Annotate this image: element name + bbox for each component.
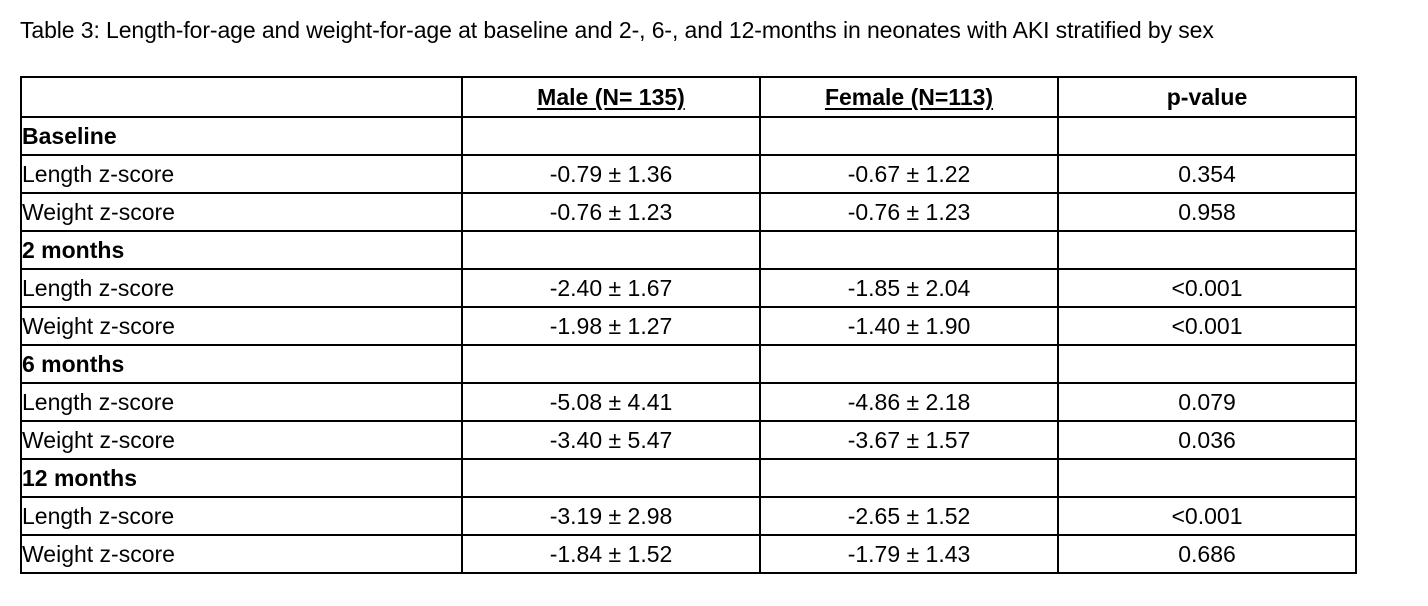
female-value: -3.67 ± 1.57 [759, 420, 1059, 460]
table-caption: Table 3: Length-for-age and weight-for-a… [20, 17, 1214, 43]
table-row: Weight z-score -1.98 ± 1.27 -1.40 ± 1.90… [20, 306, 1357, 346]
row-label: Weight z-score [20, 192, 463, 232]
empty-cell [461, 344, 761, 384]
female-value: -0.76 ± 1.23 [759, 192, 1059, 232]
female-value: -2.65 ± 1.52 [759, 496, 1059, 536]
header-empty-cell [20, 76, 463, 118]
empty-cell [461, 458, 761, 498]
p-value: 0.958 [1057, 192, 1357, 232]
empty-cell [759, 116, 1059, 156]
table-row: Weight z-score -3.40 ± 5.47 -3.67 ± 1.57… [20, 420, 1357, 460]
female-value: -1.79 ± 1.43 [759, 534, 1059, 574]
p-value: <0.001 [1057, 268, 1357, 308]
header-p-value: p-value [1057, 76, 1357, 118]
row-label: Weight z-score [20, 420, 463, 460]
table-row: Length z-score -2.40 ± 1.67 -1.85 ± 2.04… [20, 268, 1357, 308]
male-value: -2.40 ± 1.67 [461, 268, 761, 308]
empty-cell [759, 230, 1059, 270]
table-row: Length z-score -0.79 ± 1.36 -0.67 ± 1.22… [20, 154, 1357, 194]
section-row-6-months: 6 months [20, 344, 1357, 384]
section-title: 2 months [20, 230, 463, 270]
male-value: -3.40 ± 5.47 [461, 420, 761, 460]
empty-cell [1057, 116, 1357, 156]
female-value: -1.85 ± 2.04 [759, 268, 1059, 308]
table-row: Weight z-score -0.76 ± 1.23 -0.76 ± 1.23… [20, 192, 1357, 232]
p-value: <0.001 [1057, 306, 1357, 346]
male-value: -1.98 ± 1.27 [461, 306, 761, 346]
male-value: -0.76 ± 1.23 [461, 192, 761, 232]
row-label: Length z-score [20, 496, 463, 536]
row-label: Length z-score [20, 382, 463, 422]
p-value: <0.001 [1057, 496, 1357, 536]
p-value: 0.079 [1057, 382, 1357, 422]
p-value: 0.354 [1057, 154, 1357, 194]
header-male: Male (N= 135) [461, 76, 761, 118]
empty-cell [759, 344, 1059, 384]
female-value: -4.86 ± 2.18 [759, 382, 1059, 422]
empty-cell [1057, 230, 1357, 270]
header-male-text: Male (N= 135) [537, 84, 685, 110]
table-row: Length z-score -3.19 ± 2.98 -2.65 ± 1.52… [20, 496, 1357, 536]
empty-cell [759, 458, 1059, 498]
header-female: Female (N=113) [759, 76, 1059, 118]
row-label: Weight z-score [20, 534, 463, 574]
section-row-baseline: Baseline [20, 116, 1357, 156]
table-row: Weight z-score -1.84 ± 1.52 -1.79 ± 1.43… [20, 534, 1357, 574]
section-title: Baseline [20, 116, 463, 156]
results-table: Male (N= 135) Female (N=113) p-value Bas… [20, 76, 1357, 574]
p-value: 0.686 [1057, 534, 1357, 574]
female-value: -0.67 ± 1.22 [759, 154, 1059, 194]
empty-cell [1057, 458, 1357, 498]
section-title: 6 months [20, 344, 463, 384]
header-female-text: Female (N=113) [824, 84, 994, 110]
section-row-12-months: 12 months [20, 458, 1357, 498]
section-title: 12 months [20, 458, 463, 498]
table-header-row: Male (N= 135) Female (N=113) p-value [20, 76, 1357, 118]
row-label: Length z-score [20, 268, 463, 308]
table-row: Length z-score -5.08 ± 4.41 -4.86 ± 2.18… [20, 382, 1357, 422]
male-value: -1.84 ± 1.52 [461, 534, 761, 574]
female-value: -1.40 ± 1.90 [759, 306, 1059, 346]
row-label: Length z-score [20, 154, 463, 194]
p-value: 0.036 [1057, 420, 1357, 460]
male-value: -3.19 ± 2.98 [461, 496, 761, 536]
empty-cell [461, 116, 761, 156]
male-value: -0.79 ± 1.36 [461, 154, 761, 194]
empty-cell [1057, 344, 1357, 384]
male-value: -5.08 ± 4.41 [461, 382, 761, 422]
empty-cell [461, 230, 761, 270]
row-label: Weight z-score [20, 306, 463, 346]
section-row-2-months: 2 months [20, 230, 1357, 270]
